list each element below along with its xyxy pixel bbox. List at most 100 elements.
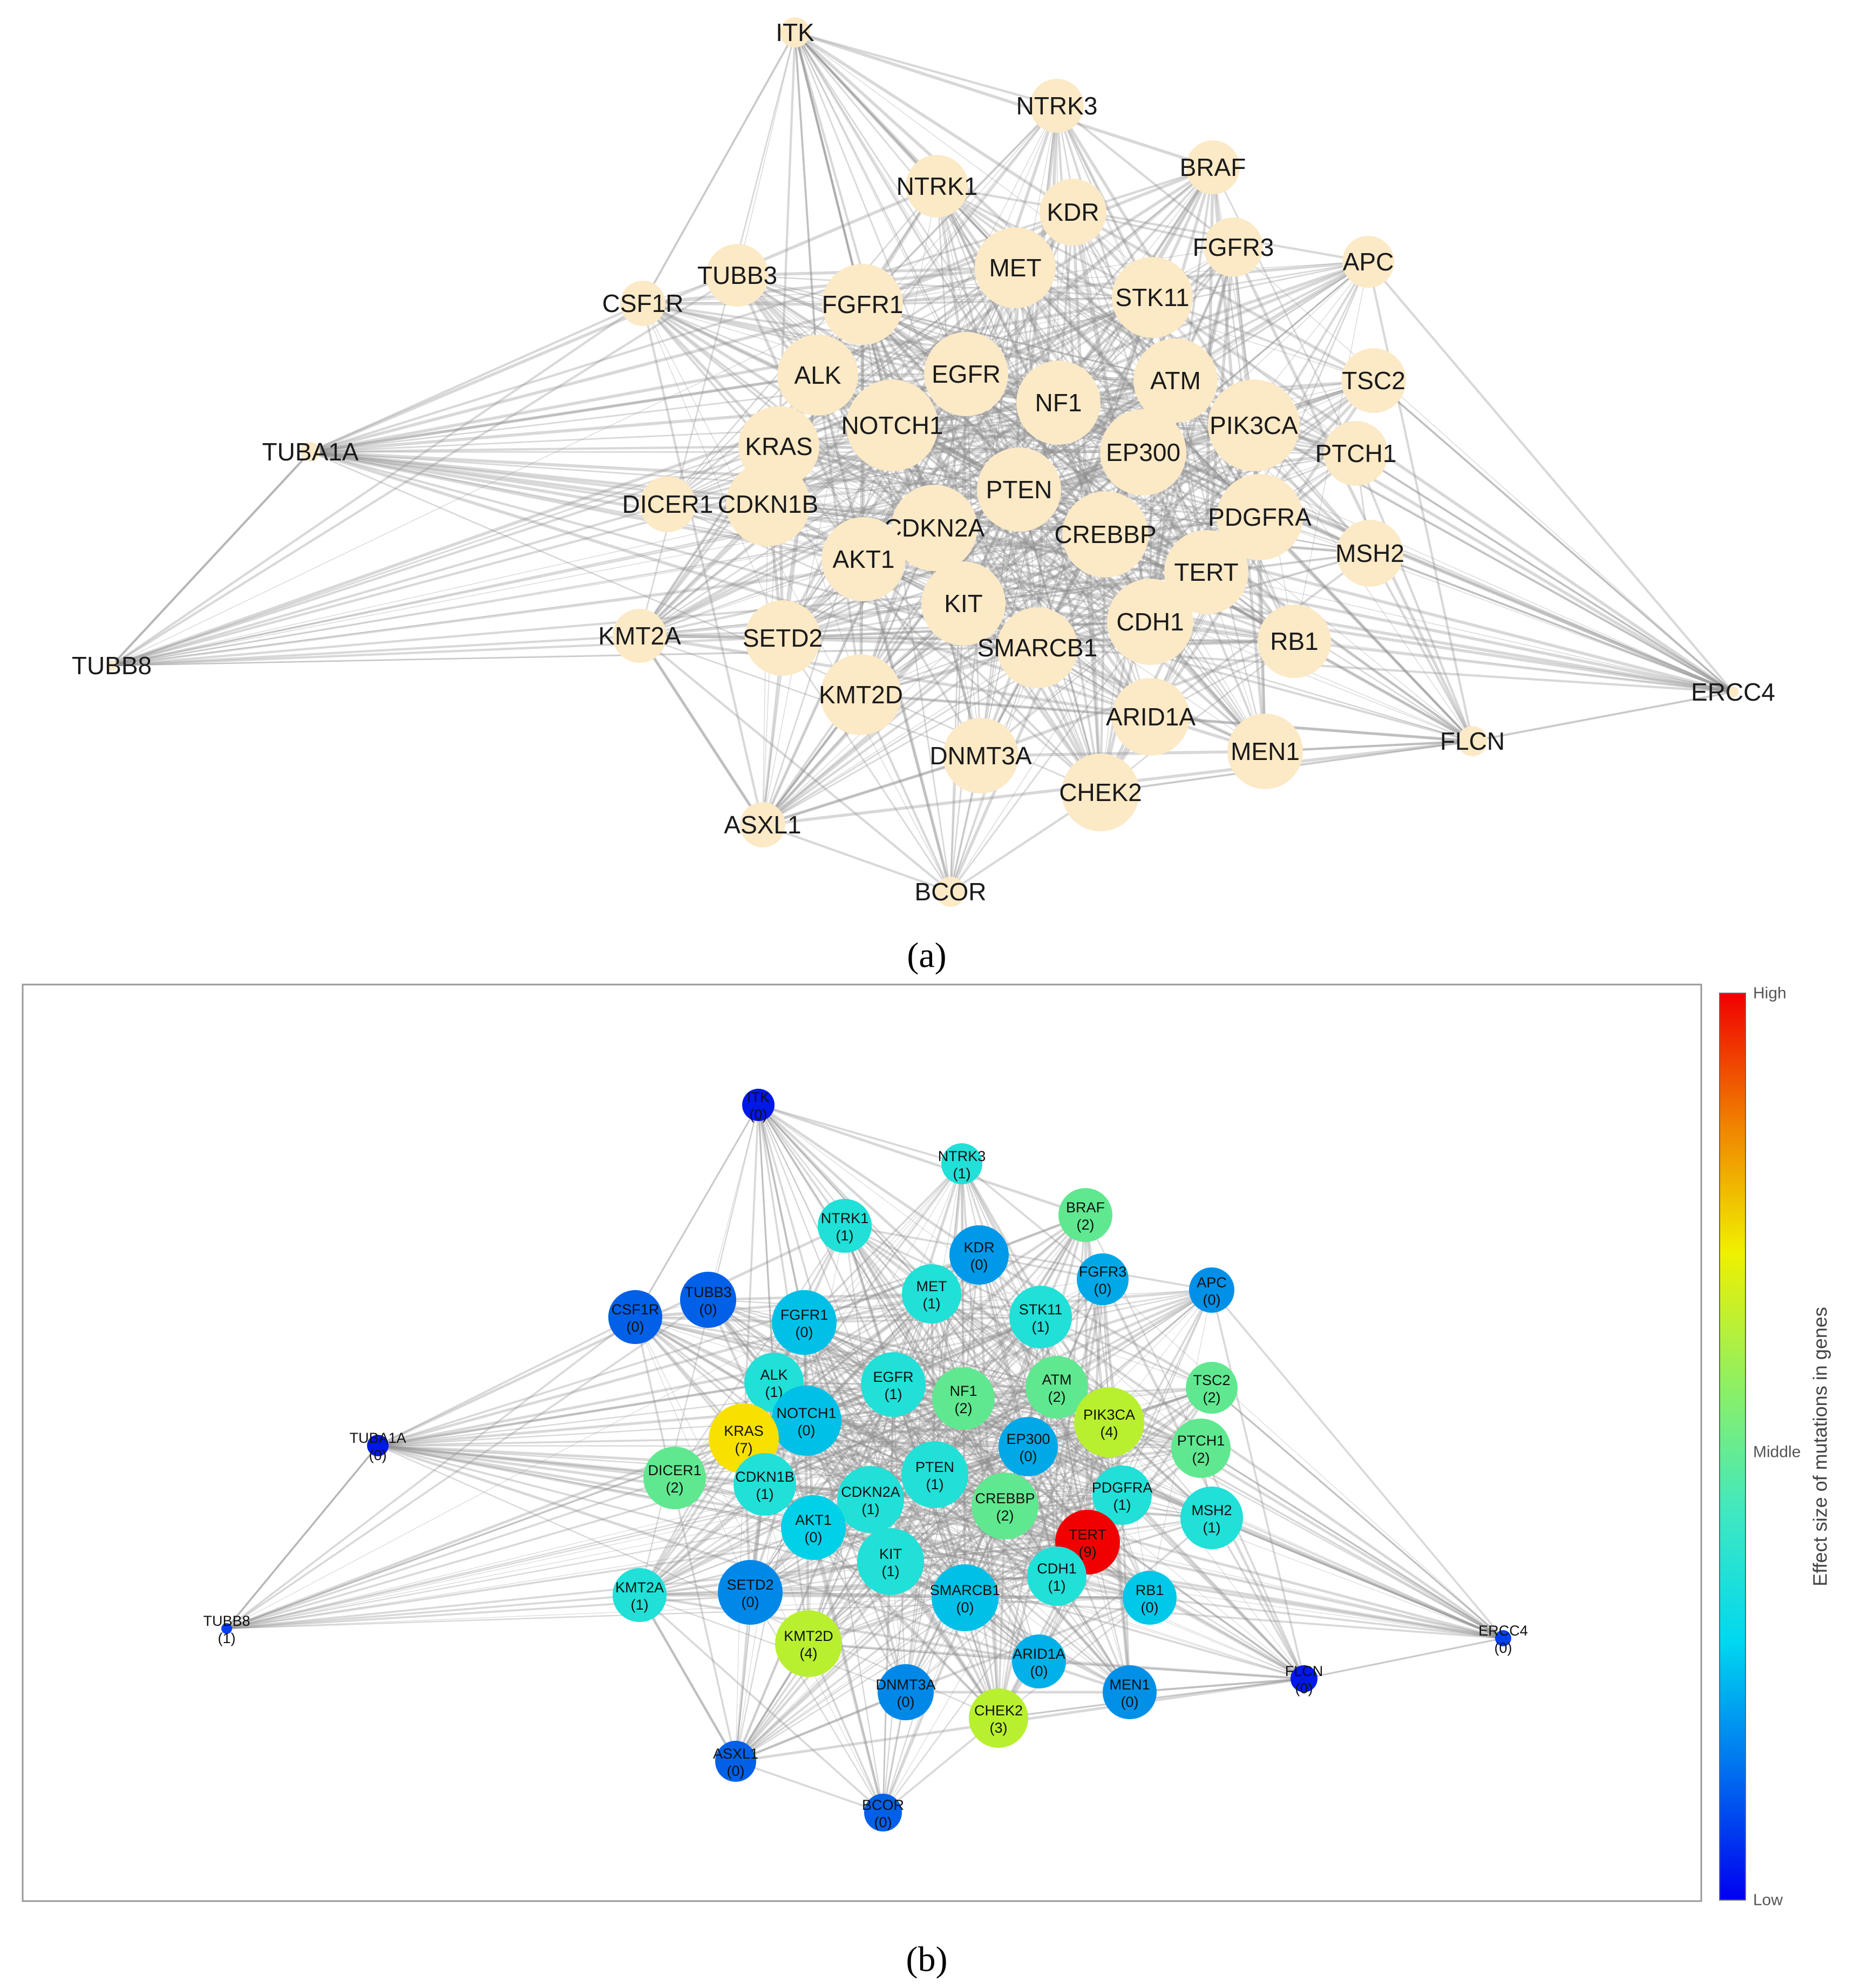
edge-DNMT3A-ASXL1 (735, 1691, 906, 1763)
edge-TUBB8-KMT2A (226, 1594, 640, 1630)
node-label: KMT2A (598, 622, 681, 650)
edge-NTRK3-NF1 (1056, 105, 1059, 403)
node-smarcb1: SMARCB1(0) (930, 1564, 1000, 1631)
node-dicer1: DICER1 (622, 476, 714, 532)
node-setd2: SETD2 (743, 600, 823, 676)
node-count: (1) (1048, 1578, 1066, 1594)
node-label: CSF1R (612, 1301, 660, 1318)
node-circle (975, 227, 1056, 308)
node-tsc2: TSC2(2) (1186, 1362, 1238, 1414)
node-label: ALK (760, 1367, 787, 1383)
edge-DNMT3A-ASXL1 (762, 754, 981, 826)
edge-EGFR-PIK3CA (966, 372, 1254, 427)
edge-PTCH1-KIT (890, 1447, 1201, 1563)
edge-EGFR-PIK3CA (893, 1383, 1110, 1423)
node-count: (0) (1020, 1448, 1037, 1464)
node-circle (1077, 1253, 1129, 1305)
node-circle (864, 1794, 902, 1831)
colorbar-low-label: Low (1753, 1891, 1783, 1909)
node-circle (1112, 257, 1193, 338)
edge-ERCC4-PTCH1 (1200, 1447, 1504, 1639)
node-label: TERT (1174, 558, 1238, 586)
node-label: NOTCH1 (776, 1405, 836, 1421)
node-label: DICER1 (622, 490, 714, 518)
edge-APC-FGFR1 (804, 1288, 1212, 1324)
edge-MET-AKT1 (813, 1293, 932, 1528)
node-dicer1: DICER1 (2) (643, 1447, 706, 1509)
edge-CDKN2A-TUBB8 (226, 1499, 871, 1629)
node-count: (2) (1203, 1389, 1221, 1406)
node-tuba1a: TUBA1A(0) (349, 1430, 406, 1463)
edge-CSF1R-ASXL1 (641, 303, 764, 825)
node-flcn: FLCN (1440, 726, 1505, 756)
edge-FGFR3-ERCC4 (1233, 247, 1734, 693)
node-chek2: CHEK2 (1059, 754, 1142, 831)
panel-b-nodes: ITK(0)NTRK3(1)BRAF(2)NTRK1(1)KDR(0) FGFR3… (203, 1089, 1528, 1831)
edge-NTRK1-MEN1 (844, 1225, 1130, 1693)
node-label: EGFR (932, 360, 1001, 388)
edge-ITK-CSF1R (642, 32, 796, 304)
node-count: (2) (955, 1400, 973, 1416)
node-circle (1186, 140, 1240, 194)
node-label: ITK (776, 18, 814, 46)
edge-ALK-FLCN (773, 1381, 1305, 1680)
node-csf1r: CSF1R(0) (608, 1290, 662, 1344)
edge-TUBA1A-DICER1 (310, 450, 668, 506)
node-circle (943, 718, 1018, 793)
edge-BRAF-KRAS (778, 166, 1214, 448)
node-label: KDR (963, 1239, 994, 1256)
node-bcor: BCOR(0) (862, 1794, 904, 1831)
edge-ERCC4-MSH2 (1369, 552, 1734, 693)
node-label: FLCN (1440, 727, 1505, 755)
node-circle (932, 1564, 999, 1631)
colorbar-high-label: High (1753, 985, 1787, 1002)
edge-TUBA1A-AKT1 (377, 1444, 814, 1529)
edge-KDR-CDH1 (977, 1254, 1058, 1577)
node-label: FGFR1 (780, 1307, 828, 1323)
edge-APC-PDGFRA (1121, 1290, 1213, 1496)
edge-PIK3CA-KMT2D (860, 424, 1254, 696)
edge-TUBB8-CSF1R (111, 302, 644, 667)
edge-CDKN2A-FLCN (870, 1499, 1305, 1679)
node-notch1: NOTCH1 (841, 379, 943, 471)
node-circle (221, 1623, 232, 1634)
edge-PTEN-DNMT3A (905, 1474, 936, 1693)
node-asxl1: ASXL1(0) (713, 1741, 758, 1782)
edge-STK11-NOTCH1 (806, 1316, 1041, 1422)
edge-BRAF-CDKN2A (934, 167, 1213, 528)
node-label: MSH2 (1335, 539, 1404, 567)
edge-NTRK3-NOTCH1 (892, 105, 1057, 426)
edge-MET-KMT2D (860, 267, 1016, 695)
edge-EP300-TUBB8 (111, 451, 1144, 667)
node-msh2: MSH2 (1335, 520, 1404, 587)
edge-EGFR-ASXL1 (734, 1384, 895, 1762)
edge-ATM-CDKN2A (870, 1386, 1057, 1501)
edge-TSC2-SMARCB1 (1036, 379, 1375, 649)
node-asxl1: ASXL1 (724, 802, 802, 847)
edge-FGFR1-CREBBP (861, 303, 1106, 535)
edge-ITK-EGFR (794, 32, 967, 375)
node-count: (1) (756, 1486, 774, 1502)
node-count: (1) (882, 1563, 900, 1579)
edge-NTRK1-NF1 (844, 1225, 965, 1400)
edge-TUBA1A-TUBB8 (226, 1445, 378, 1629)
edge-PTCH1-PTEN (1018, 452, 1356, 491)
edge-FGFR3-ERCC4 (1102, 1279, 1504, 1639)
edge-MSH2-KIT (890, 1517, 1212, 1563)
edge-RB1-CHEK2 (998, 1597, 1150, 1719)
edge-PIK3CA-BCOR (882, 1422, 1110, 1813)
node-circle (1026, 1356, 1088, 1419)
edge-TUBA1A-PTEN (310, 450, 1020, 491)
node-circle (837, 1466, 904, 1533)
node-pten: PTEN (977, 447, 1061, 532)
node-label: KMT2D (784, 1628, 833, 1644)
edge-KDR-PTCH1 (1072, 212, 1356, 454)
node-label: TSC2 (1193, 1372, 1230, 1388)
edge-ITK-ALK (757, 1104, 775, 1383)
node-label: ITK (747, 1089, 770, 1105)
node-pik3ca: PIK3CA(4) (1074, 1387, 1144, 1457)
node-circle (740, 802, 785, 847)
node-label: FGFR3 (1193, 233, 1274, 261)
edge-KDR-TUBA1A (310, 211, 1074, 453)
edge-ASXL1-DNMT3A (762, 754, 981, 826)
